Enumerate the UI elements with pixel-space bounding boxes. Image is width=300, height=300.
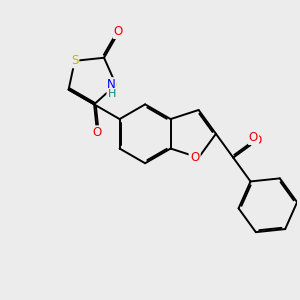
Text: O: O	[114, 25, 123, 38]
Text: O: O	[190, 151, 200, 164]
Text: H: H	[107, 89, 116, 99]
Text: O: O	[190, 151, 199, 164]
Text: O: O	[249, 131, 258, 144]
Text: O: O	[92, 126, 102, 139]
Text: O: O	[252, 134, 262, 147]
Text: S: S	[71, 54, 78, 67]
Text: N: N	[107, 78, 116, 91]
